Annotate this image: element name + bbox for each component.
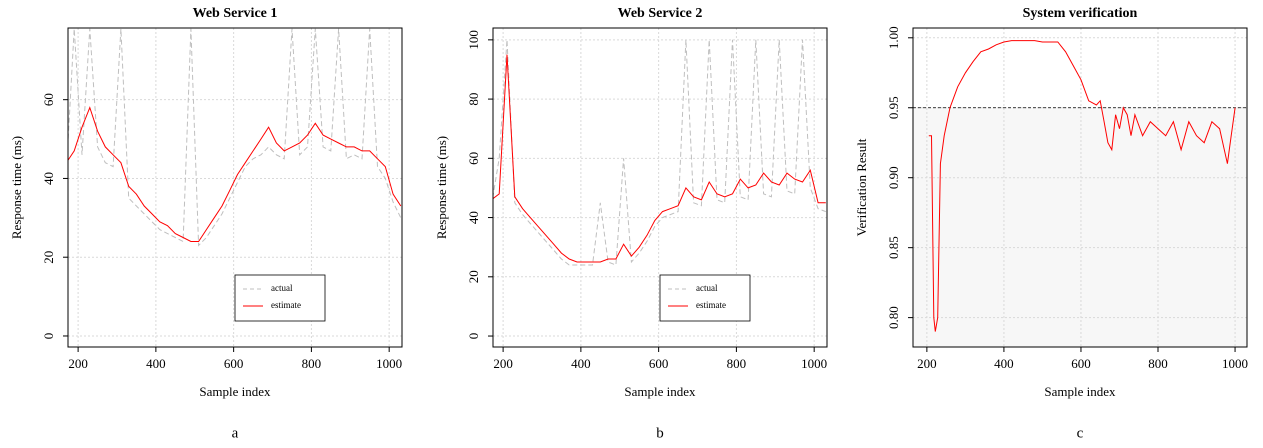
y-tick-label: 0 (466, 333, 481, 340)
caption: c (1077, 425, 1084, 441)
y-tick-label: 0.95 (886, 96, 901, 119)
plot-frame (492, 27, 828, 348)
series-line (68, 106, 402, 242)
x-tick-label: 600 (224, 356, 244, 371)
legend-label: estimate (271, 300, 301, 310)
legend-label: actual (696, 283, 718, 293)
y-tick-label: 100 (466, 30, 481, 50)
shaded-region (913, 107, 1247, 347)
caption: b (656, 425, 664, 441)
y-tick-label: 20 (41, 251, 56, 264)
x-axis-label: Sample index (624, 384, 696, 399)
legend: actual estimate (659, 274, 751, 322)
y-axis-label: Response time (ms) (434, 136, 449, 239)
series-line (928, 40, 1236, 332)
x-axis-label: Sample index (199, 384, 271, 399)
legend-label: estimate (696, 300, 726, 310)
caption: a (232, 425, 239, 441)
chart-title: System verification (1023, 6, 1138, 21)
chart-title: Web Service 1 (193, 6, 278, 21)
x-tick-label: 200 (917, 356, 937, 371)
legend-box (659, 274, 751, 322)
x-tick-label: 800 (727, 356, 747, 371)
panel: 200 400 600 800 1000 0.80 0.85 0.90 0.95 1.00 Syst… (854, 6, 1248, 441)
series-line (493, 39, 826, 266)
y-axis-label: Verification Result (854, 138, 869, 236)
plot-frame (912, 27, 1248, 348)
y-tick-label: 60 (41, 93, 56, 106)
x-tick-label: 800 (1148, 356, 1168, 371)
y-tick-label: 40 (466, 211, 481, 224)
y-tick-label: 20 (466, 270, 481, 283)
legend-label: actual (271, 283, 293, 293)
x-tick-label: 200 (68, 356, 88, 371)
y-tick-label: 1.00 (886, 26, 901, 49)
y-tick-label: 0 (41, 333, 56, 340)
y-tick-label: 0.90 (886, 166, 901, 189)
panel: 200 400 600 800 1000 0 20 40 60 Web Service 1 Samp… (9, 6, 403, 441)
x-tick-label: 800 (302, 356, 322, 371)
x-tick-label: 1000 (1222, 356, 1248, 371)
y-tick-label: 40 (41, 172, 56, 185)
series-line (68, 28, 402, 247)
x-tick-label: 600 (649, 356, 669, 371)
legend: actual estimate (234, 274, 326, 322)
x-tick-label: 600 (1071, 356, 1091, 371)
x-tick-label: 400 (994, 356, 1014, 371)
x-tick-label: 400 (571, 356, 591, 371)
y-tick-label: 0.85 (886, 236, 901, 259)
x-tick-label: 1000 (801, 356, 827, 371)
x-tick-label: 400 (146, 356, 166, 371)
x-tick-label: 1000 (376, 356, 402, 371)
panel: 200 400 600 800 1000 0 20 40 60 80 100 Web Service … (434, 6, 828, 441)
plot-frame (67, 27, 403, 348)
chart-title: Web Service 2 (618, 6, 703, 21)
y-tick-label: 0.80 (886, 306, 901, 329)
series-line (493, 54, 826, 263)
x-tick-label: 200 (493, 356, 513, 371)
x-axis-label: Sample index (1044, 384, 1116, 399)
y-tick-label: 80 (466, 93, 481, 106)
y-tick-label: 60 (466, 152, 481, 165)
y-axis-label: Response time (ms) (9, 136, 24, 239)
legend-box (234, 274, 326, 322)
